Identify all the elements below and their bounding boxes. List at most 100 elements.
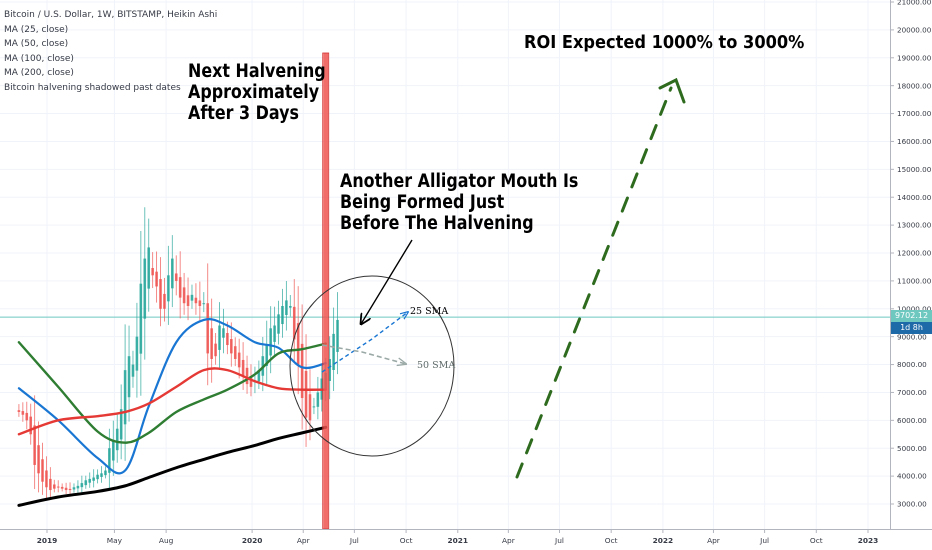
price-axis[interactable]: 21000.00 20000.00 19000.00 18000.00 17000.00…	[890, 0, 932, 550]
alligator-circle	[289, 275, 455, 457]
price-tick-label-8: 13000.00	[897, 221, 932, 230]
legend-halvening-overlay[interactable]: Bitcoin halvening shadowed past dates	[4, 82, 181, 93]
candle-body-15	[76, 485, 80, 489]
candle-body-45	[194, 297, 198, 304]
legend-ma25[interactable]: MA (25, close)	[4, 24, 69, 35]
sma25-projection	[321, 312, 408, 373]
candle-body-79	[328, 358, 331, 381]
legend-ma100[interactable]: MA (100, close)	[4, 53, 74, 64]
candle-body-39	[171, 258, 174, 289]
candle-body-3	[29, 416, 33, 435]
time-tick-label-12: Apr	[707, 536, 721, 545]
candle-body-81	[336, 319, 339, 352]
candle-body-43	[186, 295, 190, 306]
time-tick-label-5: Jul	[349, 536, 359, 545]
candle-body-22	[104, 470, 107, 476]
moving-averages	[17, 318, 328, 507]
legend-ma50[interactable]: MA (50, close)	[4, 39, 69, 49]
price-tick-label-4: 17000.00	[897, 109, 932, 118]
time-axis-bg	[0, 529, 932, 550]
price-tick-label-14: 7000.00	[897, 388, 927, 397]
candle-body-40	[174, 273, 178, 281]
legend-symbol[interactable]: Bitcoin / U.S. Dollar, 1W, BITSTAMP, Hei…	[4, 10, 218, 20]
legend-ma200[interactable]: MA (200, close)	[4, 68, 74, 78]
candle-body-17	[84, 480, 88, 486]
candle-body-38	[167, 275, 170, 302]
time-tick-label-14: Oct	[810, 536, 823, 545]
candle-body-28	[127, 356, 131, 398]
price-tick-label-11: 10000.00	[897, 304, 932, 313]
roi-note: ROI Expected 1000% to 3000%	[524, 32, 805, 53]
candle-body-26	[119, 409, 123, 440]
candle-body-4	[33, 425, 36, 465]
candle-body-6	[41, 459, 44, 482]
last-price-tag: 9702.12	[891, 310, 932, 323]
sma25-label: 25 SMA	[410, 306, 449, 317]
candle-body-54	[230, 339, 233, 354]
candle-body-27	[123, 370, 127, 425]
alligator-arrow	[361, 239, 413, 324]
candle-body-46	[198, 300, 202, 306]
candle-body-2	[25, 412, 29, 421]
sma50-label: 50 SMA	[417, 360, 456, 371]
time-tick-label-3: 2020	[242, 536, 263, 545]
candle-body-73	[304, 370, 308, 418]
time-tick-label-0: 2019	[37, 536, 58, 545]
candle-body-13	[68, 488, 72, 491]
ma-line-2	[17, 341, 327, 444]
candle-body-8	[49, 478, 52, 491]
candle-body-67	[281, 305, 284, 325]
halvening-bar	[323, 53, 329, 529]
candle-body-29	[131, 364, 135, 377]
price-tick-label-15: 6000.00	[897, 416, 927, 425]
price-tick-label-17: 4000.00	[897, 472, 927, 481]
halvening-note-line-1: Next Halvening	[188, 61, 326, 82]
candle-body-41	[178, 277, 182, 298]
halvening-note-line-2: Approximately	[188, 82, 320, 103]
candle-body-16	[80, 483, 84, 488]
candle-body-34	[151, 268, 154, 276]
time-tick-label-8: Apr	[502, 536, 516, 545]
candle-body-23	[108, 448, 111, 473]
candle-body-68	[285, 300, 288, 316]
price-tick-label-9: 12000.00	[897, 249, 932, 258]
time-tick-label-9: Jul	[554, 536, 564, 545]
candle-body-66	[277, 314, 280, 334]
roi-arrow-head	[658, 77, 686, 104]
candle-body-75	[312, 406, 316, 408]
candle-body-53	[226, 333, 229, 346]
time-tick-label-11: 2022	[653, 536, 674, 545]
candle-body-21	[100, 473, 103, 477]
candle-body-50	[214, 343, 217, 357]
candle-body-20	[96, 474, 99, 480]
alligator-note-line-3: Before The Halvening	[340, 213, 534, 234]
candle-body-61	[257, 370, 261, 382]
candle-body-11	[60, 486, 64, 489]
price-tick-label-13: 8000.00	[897, 360, 927, 369]
candle-body-5	[37, 445, 40, 474]
halvening-note-line-3: After 3 Days	[188, 103, 299, 124]
candle-body-72	[300, 343, 304, 399]
alligator-note-line-2: Being Formed Just	[340, 192, 505, 213]
candle-body-25	[115, 428, 119, 451]
candle-body-63	[265, 345, 269, 366]
countdown-tag: 1d 8h	[891, 322, 932, 335]
alligator-note: Another Alligator Mouth Is Being Formed …	[340, 171, 578, 234]
candle-body-48	[206, 303, 210, 354]
candle-body-59	[249, 375, 253, 387]
candle-body-49	[210, 328, 213, 359]
price-tick-label-7: 14000.00	[897, 193, 932, 202]
candle-body-57	[241, 359, 245, 376]
candle-body-58	[245, 367, 249, 385]
time-axis[interactable]: 2019 May Aug 2020 Apr Jul Oct 2021 Apr Jul Oct 2022…	[0, 529, 932, 550]
candle-body-70	[292, 306, 296, 340]
candle-body-44	[190, 294, 194, 301]
candle-body-14	[72, 487, 76, 490]
candle-body-12	[64, 487, 68, 491]
candle-body-33	[147, 247, 151, 289]
time-tick-label-15: 2023	[858, 536, 879, 545]
candle-body-37	[163, 293, 166, 309]
candle-body-74	[308, 394, 312, 421]
price-tick-label-1: 20000.00	[897, 25, 932, 34]
